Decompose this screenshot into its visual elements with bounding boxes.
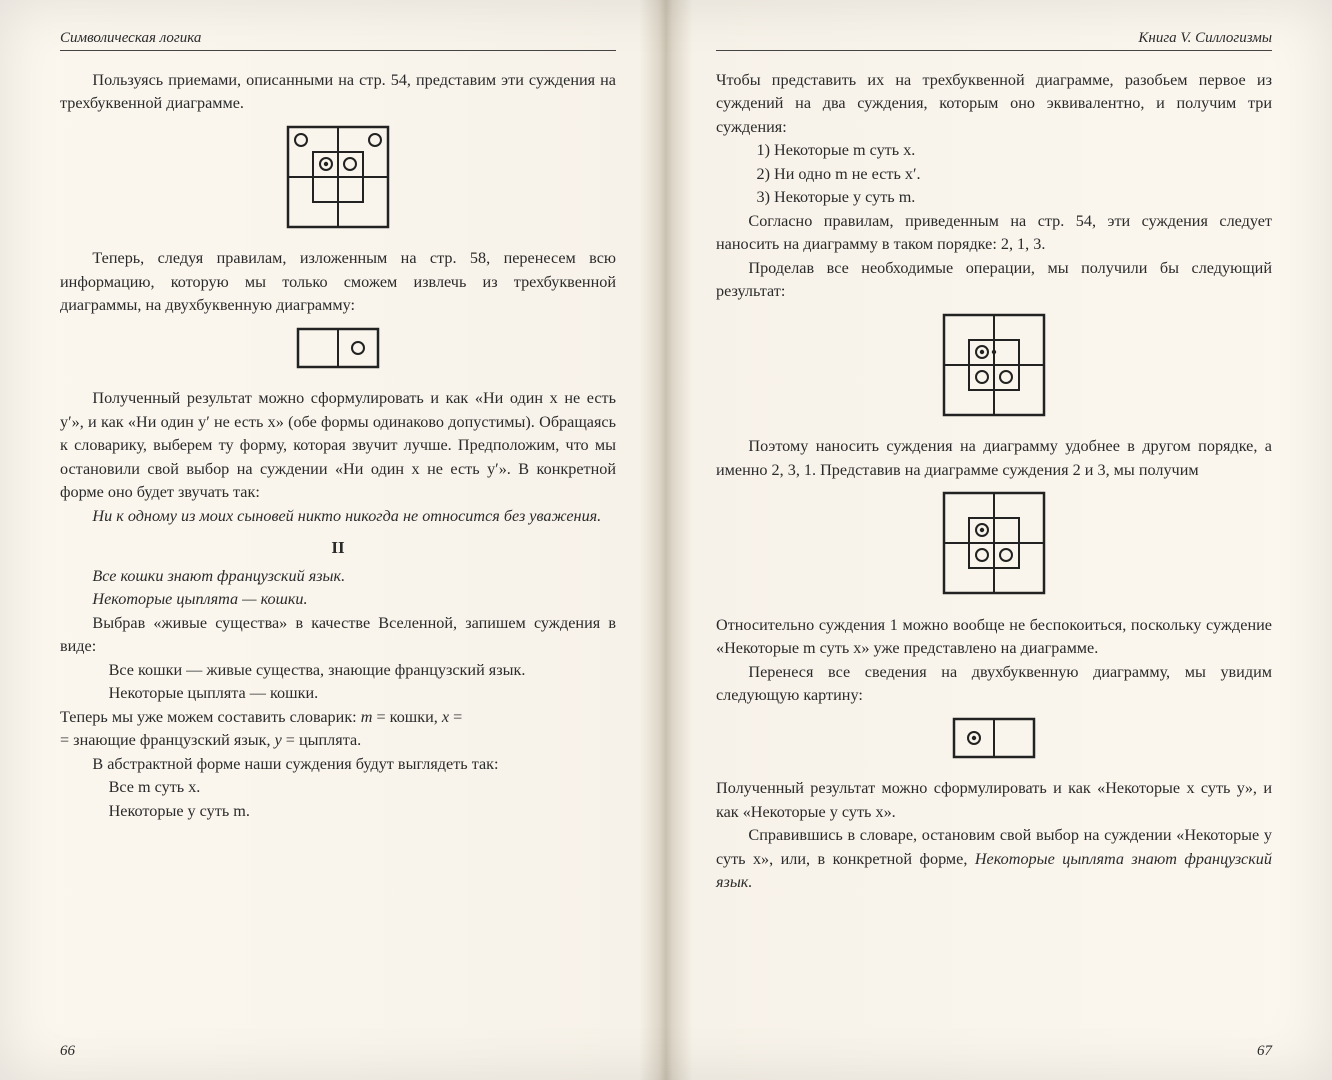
right-body: Чтобы представить их на трехбуквенной ди… xyxy=(716,69,1272,895)
right-li1: 1) Некоторые m суть x. xyxy=(716,139,1272,162)
left-p11: В абстрактной форме наши суждения будут … xyxy=(60,753,616,776)
right-page: Книга V. Силлогизмы Чтобы представить их… xyxy=(666,0,1332,1080)
p10f: y xyxy=(275,731,282,749)
p10a: Теперь мы уже можем составить словарик: xyxy=(60,708,361,726)
left-p2: Теперь, следуя правилам, изложенным на с… xyxy=(60,247,616,317)
right-p3: Проделав все необходимые операции, мы по… xyxy=(716,257,1272,304)
left-p1: Пользуясь приемами, описанными на стр. 5… xyxy=(60,69,616,116)
pagenum-right: 67 xyxy=(1257,1043,1272,1060)
left-p3: Полученный результат можно сформулироват… xyxy=(60,387,616,504)
heading-ii: II xyxy=(60,536,616,561)
left-p4: Ни к одному из моих сыновей никто никогд… xyxy=(60,505,616,528)
p10g: = цыплята. xyxy=(282,731,361,749)
left-p12: Все m суть x. xyxy=(60,776,616,799)
right-p5: Относительно суждения 1 можно вообще не … xyxy=(716,614,1272,661)
left-p10: Теперь мы уже можем составить словарик: … xyxy=(60,706,616,729)
left-p10-cont: = знающие французский язык, y = цыплята. xyxy=(60,729,616,752)
right-li2: 2) Ни одно m не есть x′. xyxy=(716,163,1272,186)
left-p6: Некоторые цыплята — кошки. xyxy=(60,588,616,611)
left-p8: Все кошки — живые существа, знающие фран… xyxy=(60,659,616,682)
left-body: Пользуясь приемами, описанными на стр. 5… xyxy=(60,69,616,823)
right-li3: 3) Некоторые y суть m. xyxy=(716,186,1272,209)
diagram-tri-3 xyxy=(716,488,1272,605)
p10b: m xyxy=(361,708,373,726)
right-p7: Полученный результат можно сформулироват… xyxy=(716,777,1272,824)
diagram-bi-2 xyxy=(716,714,1272,769)
right-p4: Поэтому наносить суждения на диаграмму у… xyxy=(716,435,1272,482)
running-head-right: Книга V. Силлогизмы xyxy=(716,30,1272,51)
diagram-tri-1 xyxy=(60,122,616,239)
book-spread: Символическая логика Пользуясь приемами,… xyxy=(0,0,1332,1080)
p10d: x xyxy=(442,708,449,726)
right-p8: Справившись в словаре, остановим свой вы… xyxy=(716,824,1272,894)
left-p9: Некоторые цыплята — кошки. xyxy=(60,682,616,705)
running-head-left: Символическая логика xyxy=(60,30,616,51)
diagram-tri-2 xyxy=(716,310,1272,427)
left-p13: Некоторые y суть m. xyxy=(60,800,616,823)
pagenum-left: 66 xyxy=(60,1043,75,1060)
right-p1: Чтобы представить их на трехбуквенной ди… xyxy=(716,69,1272,139)
right-p2: Согласно правилам, приведенным на стр. 5… xyxy=(716,210,1272,257)
left-p5: Все кошки знают французский язык. xyxy=(60,565,616,588)
left-p7: Выбрав «живые существа» в качестве Вселе… xyxy=(60,612,616,659)
p10c: = кошки, xyxy=(372,708,441,726)
p10e: = знающие французский язык, xyxy=(60,731,275,749)
right-p6: Перенеся все сведения на двухбуквенную д… xyxy=(716,661,1272,708)
left-page: Символическая логика Пользуясь приемами,… xyxy=(0,0,666,1080)
p10e-pre: = xyxy=(449,708,462,726)
diagram-bi-1 xyxy=(60,324,616,379)
